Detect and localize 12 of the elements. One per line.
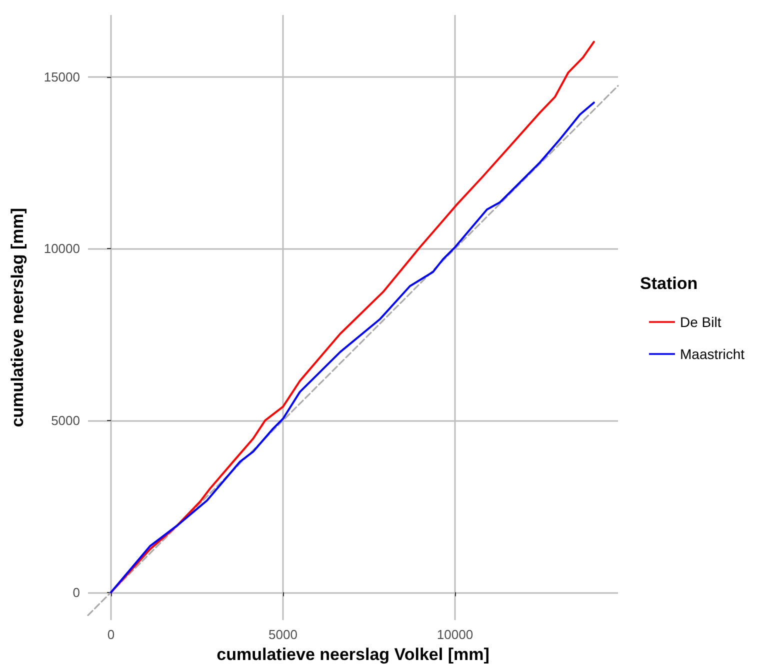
y-tick-label: 5000 (51, 412, 80, 428)
y-tick-label: 10000 (44, 241, 80, 256)
legend-label: Maastricht (680, 346, 745, 362)
y-tick-label: 15000 (44, 69, 80, 84)
x-tick-label: 0 (107, 627, 115, 642)
legend-title: Station (640, 274, 698, 293)
x-tick-label: 10000 (436, 627, 474, 642)
x-axis-title: cumulatieve neerslag Volkel [mm] (216, 645, 490, 664)
x-tick-label: 5000 (268, 627, 298, 642)
y-axis-title: cumulatieve neerslag [mm] (8, 208, 27, 428)
legend-label: De Bilt (680, 314, 722, 330)
y-tick-label: 0 (72, 584, 80, 600)
